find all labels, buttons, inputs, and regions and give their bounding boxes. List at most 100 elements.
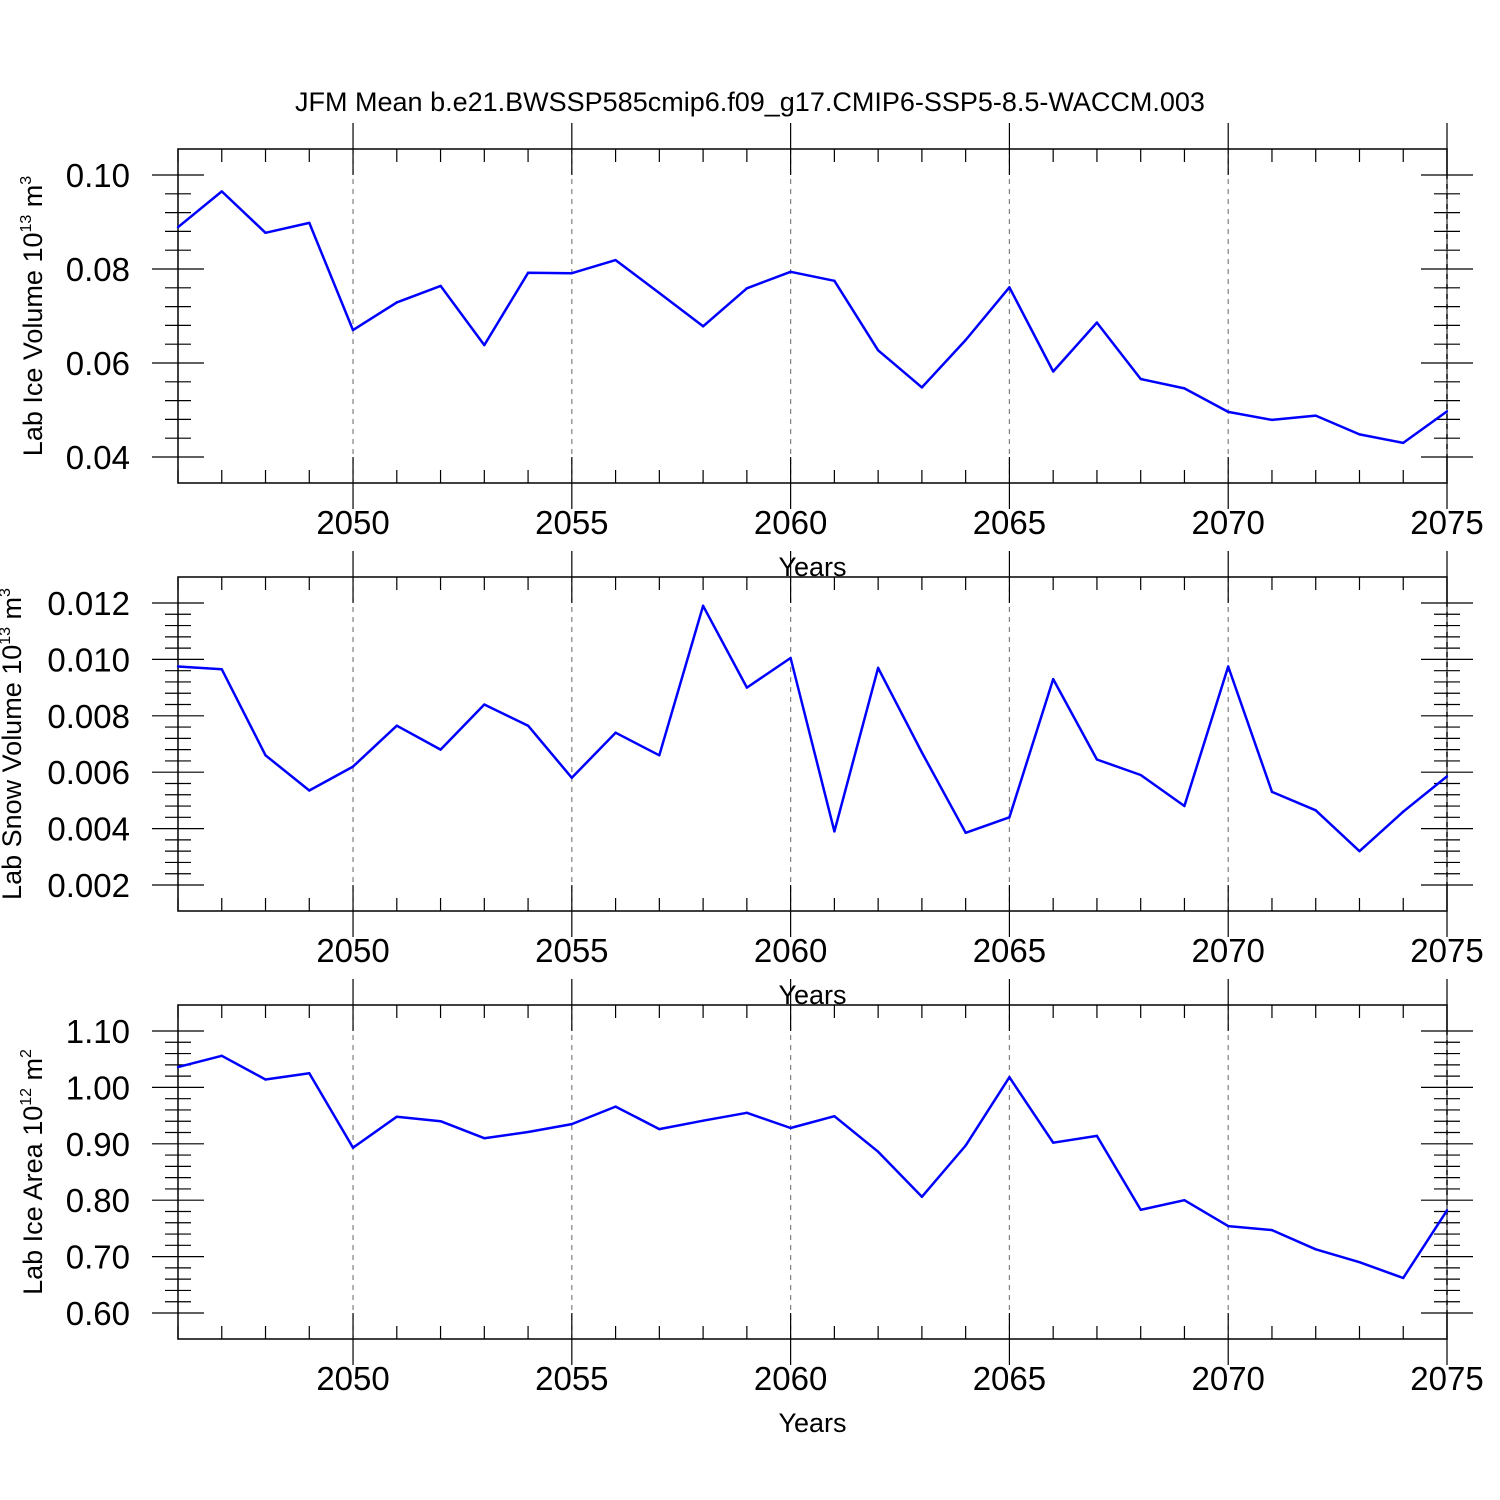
y-tick-label: 1.00 — [66, 1069, 130, 1106]
series-line — [177, 604, 1448, 853]
x-tick-label: 2060 — [754, 932, 827, 969]
data-point — [264, 754, 267, 757]
x-tick-label: 2055 — [535, 932, 608, 969]
y-tick-label: 0.010 — [47, 641, 130, 678]
data-point — [614, 258, 617, 262]
data-point — [1095, 758, 1099, 761]
data-point — [1358, 1261, 1361, 1264]
panel-2: 0.002 0.004 0.006 0.008 0.010 0.012 2050 2055 20… — [0, 551, 1484, 1010]
y-tick-label: 0.06 — [66, 345, 130, 382]
panel-1: 0.04 0.06 0.08 0.10 2050 2055 2060 2065 2070 2075… — [18, 123, 1484, 582]
y-tick-label: 0.008 — [47, 698, 130, 735]
data-point — [1183, 804, 1186, 808]
data-point — [1314, 1248, 1317, 1251]
data-point — [264, 1078, 267, 1081]
x-tick-label: 2060 — [754, 1360, 827, 1397]
data-point — [614, 1105, 617, 1108]
data-point — [526, 1130, 530, 1134]
series-line — [177, 1054, 1449, 1280]
data-point — [483, 1136, 486, 1140]
y-axis-title-superscript: 13 — [18, 215, 35, 233]
x-tick-label: 2070 — [1191, 504, 1264, 541]
data-point — [833, 830, 836, 833]
plot-frame — [177, 576, 1448, 912]
data-point — [1051, 1141, 1055, 1144]
data-point — [1314, 414, 1317, 417]
y-axis-title-text: m — [18, 185, 48, 215]
data-point — [1227, 665, 1230, 668]
data-point — [1139, 773, 1142, 777]
y-tick-label: 0.08 — [66, 251, 130, 288]
data-point — [526, 724, 530, 727]
y-axis-title-superscript: 2 — [18, 1049, 35, 1058]
data-point — [1183, 1199, 1186, 1202]
data-point — [1445, 1209, 1449, 1212]
data-point — [395, 724, 398, 727]
data-point — [614, 731, 617, 734]
y-tick-label: 0.006 — [47, 754, 130, 791]
data-point — [483, 703, 486, 706]
data-point — [833, 279, 836, 282]
data-point — [1445, 775, 1449, 778]
data-point — [789, 1126, 792, 1130]
data-point — [1139, 377, 1142, 381]
plot-frame — [177, 1004, 1448, 1340]
data-point — [570, 776, 574, 780]
y-tick-label: 0.012 — [47, 585, 130, 622]
data-point — [570, 272, 574, 275]
data-point — [351, 1146, 355, 1149]
y-tick-label: 0.60 — [66, 1295, 130, 1332]
data-point — [1402, 441, 1405, 445]
data-point — [701, 604, 705, 608]
plot-frame — [177, 148, 1448, 484]
data-point — [395, 301, 398, 304]
data-point — [658, 291, 661, 295]
data-point — [351, 328, 355, 332]
x-tick-label: 2075 — [1410, 504, 1483, 541]
data-point — [920, 751, 924, 754]
data-point — [964, 338, 967, 342]
data-point — [1402, 810, 1405, 813]
y-axis-title-superscript: 13 — [0, 627, 14, 645]
x-tick-label: 2065 — [973, 932, 1046, 969]
data-point — [220, 1054, 223, 1058]
x-tick-label: 2050 — [316, 1360, 389, 1397]
data-point — [176, 665, 180, 668]
x-tick-label: 2075 — [1410, 932, 1483, 969]
panels: 0.04 0.06 0.08 0.10 2050 2055 2060 2065 2070 2075… — [0, 123, 1484, 1438]
data-point — [964, 1144, 967, 1147]
data-point — [964, 831, 967, 835]
data-point — [1402, 1276, 1405, 1280]
data-point — [876, 1150, 880, 1153]
data-point — [308, 1072, 311, 1075]
data-point — [308, 789, 311, 792]
y-axis-title-text: Lab Snow Volume 10 — [0, 645, 27, 900]
data-point — [439, 748, 442, 751]
panel-3: 0.60 0.70 0.80 0.90 1.00 1.10 2050 2055 2060 2065… — [18, 979, 1484, 1438]
data-point — [1139, 1208, 1142, 1211]
data-point — [264, 231, 267, 235]
y-tick-label: 0.002 — [47, 867, 130, 904]
data-point — [920, 386, 924, 389]
y-axis-title-superscript: 3 — [18, 176, 35, 185]
y-tick-label: 0.80 — [66, 1182, 130, 1219]
y-axis-title-text: m — [0, 597, 27, 627]
x-tick-label: 2065 — [973, 1360, 1046, 1397]
y-tick-label: 0.70 — [66, 1239, 130, 1276]
data-point — [176, 1065, 180, 1069]
data-point — [1270, 1228, 1274, 1232]
y-axis-title-superscript: 12 — [18, 1088, 35, 1106]
data-point — [395, 1115, 398, 1118]
data-point — [220, 668, 223, 671]
data-point — [1008, 1076, 1011, 1079]
data-point — [658, 1127, 661, 1131]
data-point — [439, 1120, 442, 1123]
y-axis-title: Lab Snow Volume 1013 m3 — [0, 588, 27, 900]
data-point — [1270, 790, 1274, 794]
data-point — [1051, 370, 1055, 373]
y-tick-label: 0.90 — [66, 1126, 130, 1163]
y-axis-title: Lab Ice Volume 1013 m3 — [18, 176, 48, 456]
data-point — [745, 686, 749, 689]
data-point — [789, 656, 792, 660]
